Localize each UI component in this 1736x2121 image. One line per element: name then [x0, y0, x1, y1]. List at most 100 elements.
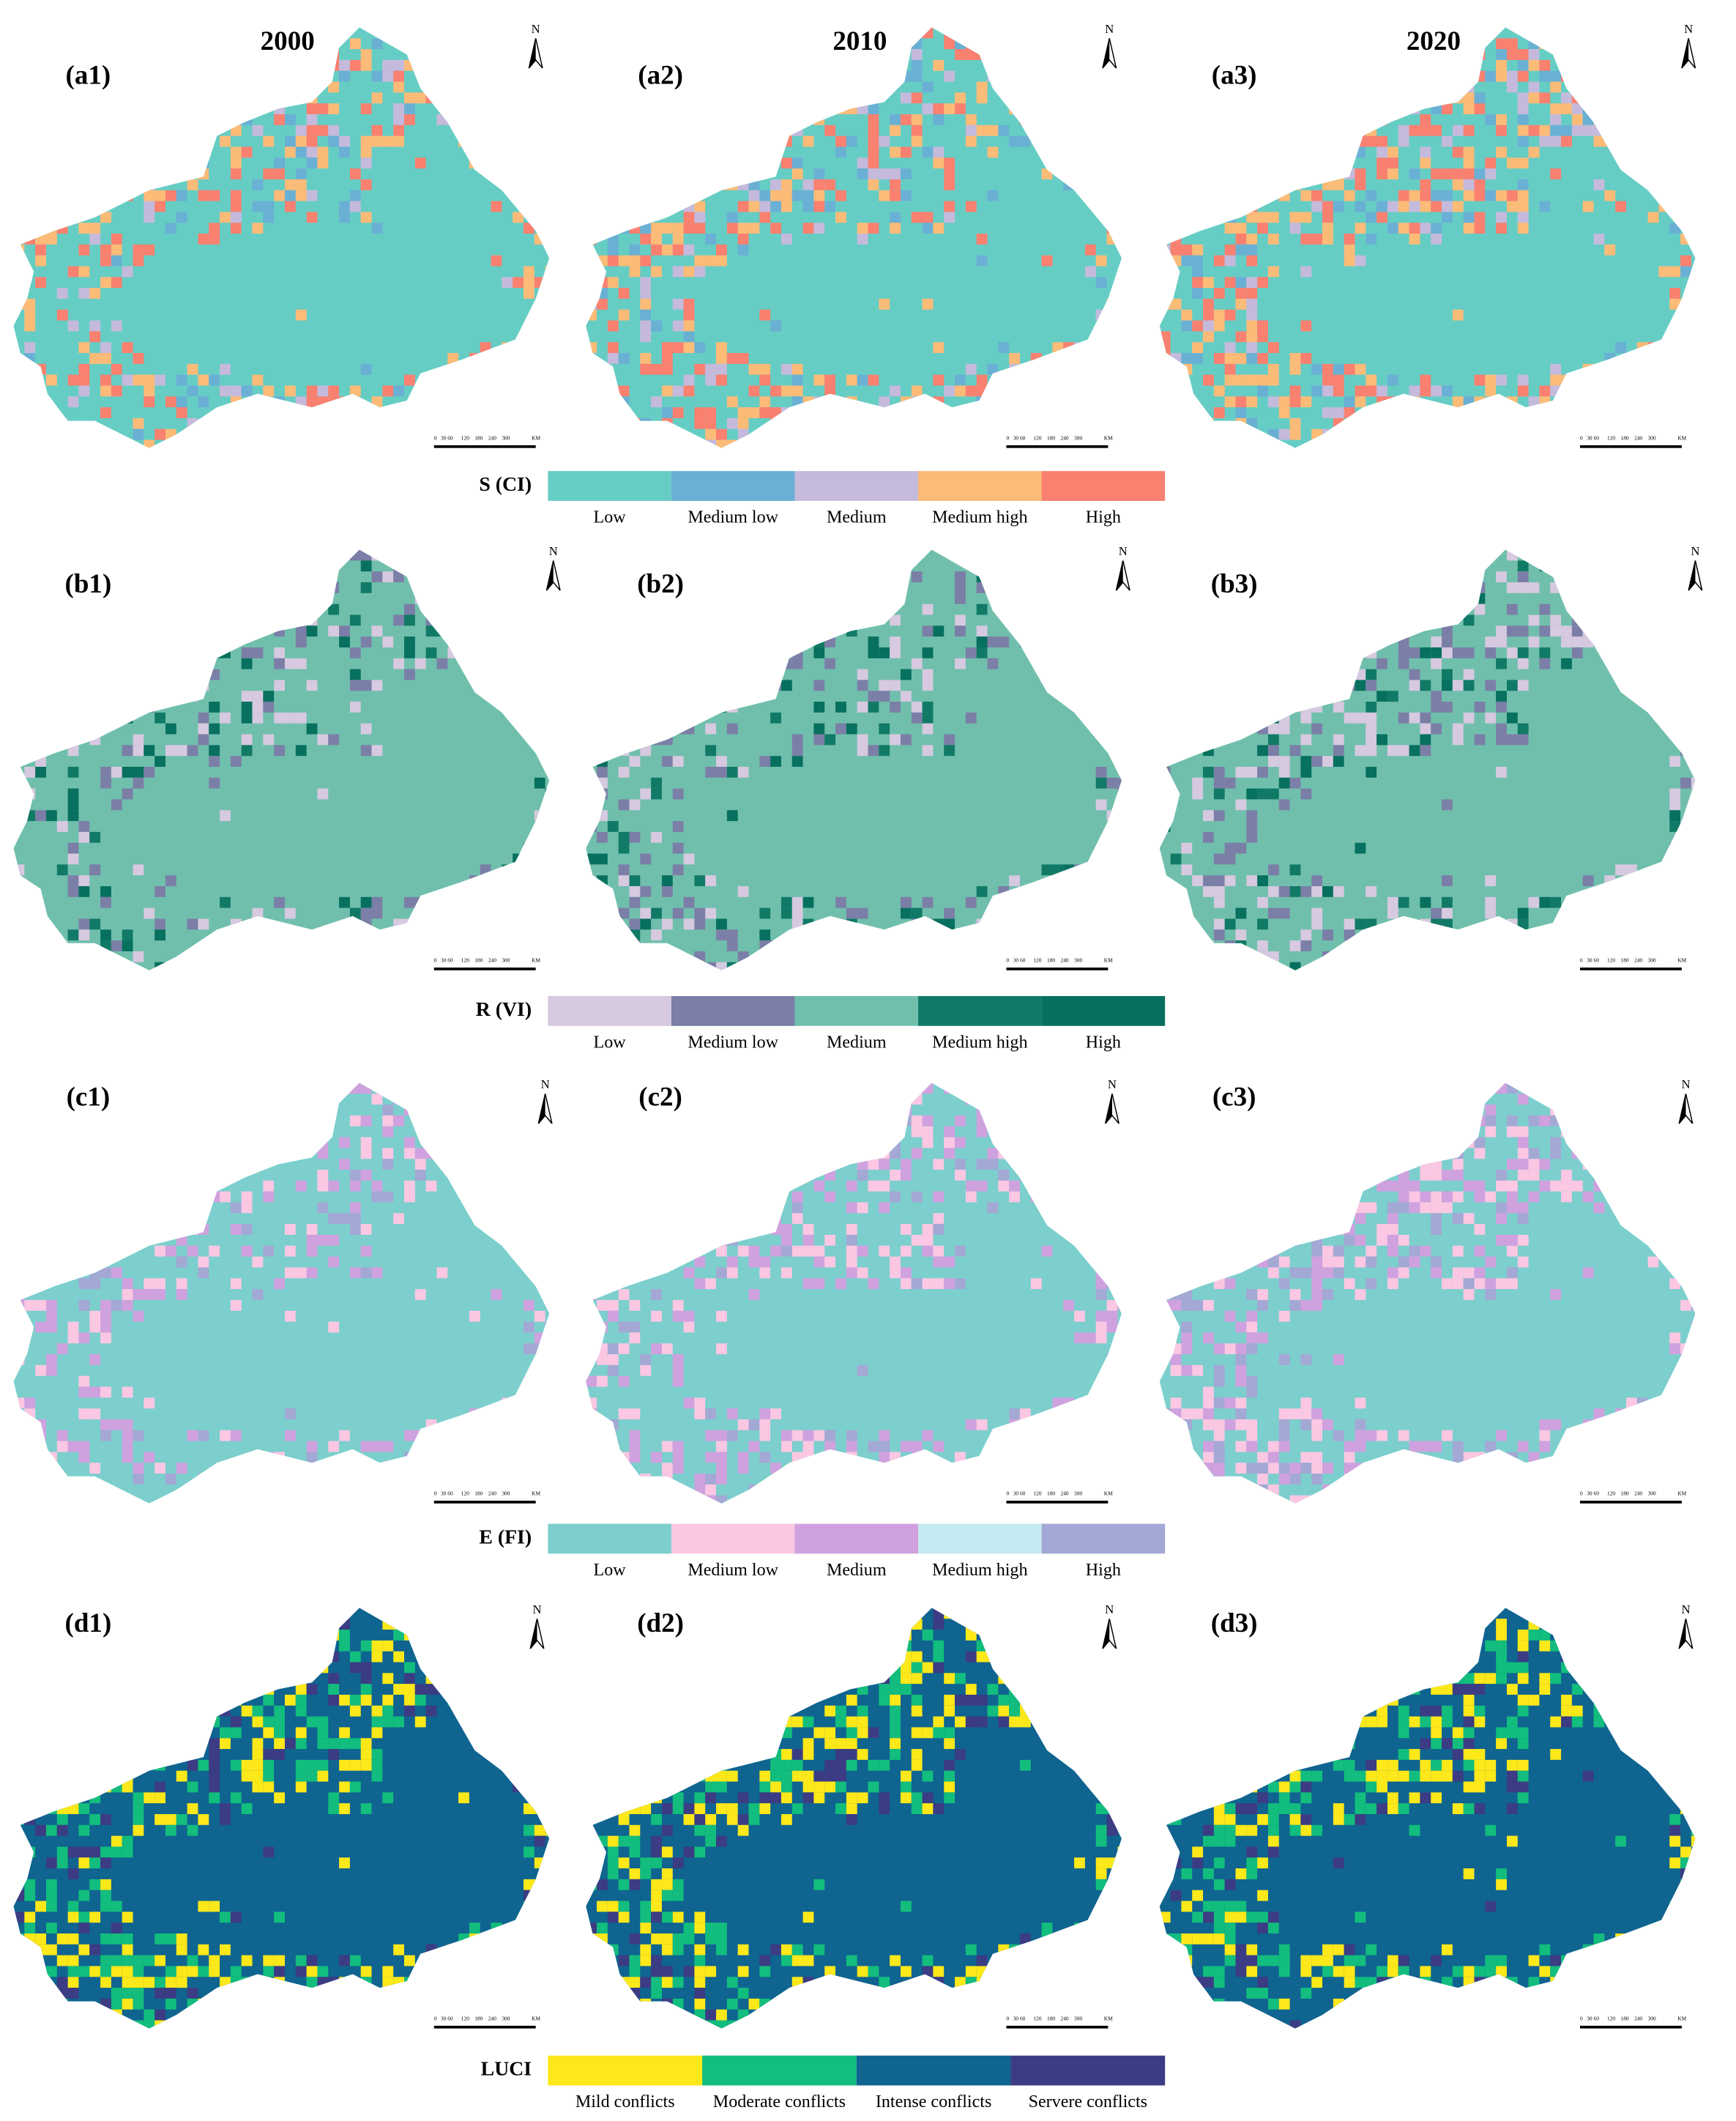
- map-cell: [1074, 59, 1085, 71]
- map-cell: [846, 135, 857, 147]
- map-cell: [672, 842, 684, 854]
- map-cell: [824, 81, 836, 93]
- map-cell: [1452, 680, 1464, 691]
- map-cell: [165, 27, 176, 39]
- map-cell: [618, 353, 630, 364]
- map-cell: [371, 125, 383, 136]
- map-cell: [802, 396, 814, 408]
- map-cell: [1658, 353, 1670, 364]
- map-cell: [1117, 92, 1122, 104]
- map-cell: [1625, 38, 1637, 50]
- map-cell: [295, 962, 307, 970]
- map-cell: [1213, 918, 1225, 930]
- map-cell: [694, 951, 706, 962]
- map-cell: [683, 190, 695, 201]
- map-cell: [480, 125, 491, 136]
- map-cell: [176, 450, 187, 461]
- map-cell: [1246, 788, 1258, 800]
- map-cell: [1267, 885, 1279, 897]
- map-cell: [890, 38, 901, 50]
- map-cell: [737, 549, 749, 561]
- map: 0 30 60 120 180 240 300 KM: [13, 27, 550, 461]
- map-cell: [1669, 821, 1681, 832]
- map-cell: [111, 320, 122, 332]
- map-cell: [1095, 1082, 1107, 1094]
- map-cell: [1074, 1170, 1085, 1181]
- map-cell: [45, 168, 57, 179]
- map-cell: [1181, 842, 1193, 854]
- map-cell: [1409, 450, 1420, 461]
- map-cell: [813, 1104, 825, 1116]
- map-cell: [781, 190, 792, 201]
- map-cell: [922, 1235, 934, 1246]
- map-cell: [176, 962, 187, 970]
- map-cell: [1257, 135, 1268, 147]
- map-cell: [748, 593, 760, 604]
- map-cell: [284, 1093, 296, 1105]
- map-cell: [879, 1441, 890, 1452]
- map-cell: [1300, 885, 1312, 897]
- map-cell: [284, 1495, 296, 1504]
- map-cell: [1289, 1104, 1301, 1116]
- map-cell: [1539, 135, 1551, 147]
- map-cell: [89, 1278, 101, 1290]
- map-cell: [1311, 1278, 1323, 1290]
- map-cell: [1159, 702, 1171, 713]
- map-cell: [534, 918, 545, 930]
- map-cell: [1636, 103, 1648, 114]
- map-cell: [491, 549, 502, 561]
- map-cell: [1106, 1321, 1118, 1333]
- map-cell: [1615, 918, 1626, 930]
- map-cell: [545, 734, 550, 746]
- map-cell: [1300, 680, 1312, 691]
- map-cell: [382, 962, 394, 970]
- map-cell: [726, 439, 738, 448]
- map-cell: [1159, 1115, 1171, 1126]
- map-cell: [1539, 385, 1551, 397]
- map-cell: [802, 190, 814, 201]
- scale-bar-label: KM: [1677, 434, 1686, 441]
- map-cell: [133, 864, 144, 876]
- map-cell: [1333, 168, 1344, 179]
- map-cell: [1517, 201, 1529, 212]
- map-cell: [1224, 669, 1236, 680]
- map-cell: [618, 951, 630, 962]
- year-label: 2020: [1407, 26, 1461, 56]
- north-arrow-half: [1116, 560, 1123, 591]
- map-cell: [360, 745, 372, 757]
- map-cell: [469, 929, 480, 941]
- map-cell: [274, 712, 285, 724]
- map-cell: [198, 1474, 209, 1485]
- map-cell: [1203, 428, 1214, 440]
- map-cell: [1452, 439, 1464, 448]
- map-cell: [1680, 691, 1691, 702]
- map-cell: [13, 135, 25, 147]
- map-cell: [165, 1159, 176, 1170]
- map-cell: [770, 1408, 781, 1419]
- map-cell: [1431, 201, 1442, 212]
- map-cell: [317, 1202, 329, 1214]
- map-cell: [912, 450, 923, 461]
- map-cell: [672, 266, 684, 278]
- map-cell: [597, 625, 608, 637]
- north-label: N: [1119, 544, 1128, 558]
- map-cell: [89, 962, 101, 970]
- map-cell: [1680, 549, 1691, 561]
- map-cell: [480, 929, 491, 941]
- map-cell: [1235, 929, 1247, 941]
- map-cell: [1344, 244, 1355, 256]
- map-cell: [716, 766, 727, 778]
- map-cell: [198, 734, 209, 746]
- map-cell: [1420, 146, 1431, 158]
- map-cell: [661, 428, 673, 440]
- map-cell: [56, 417, 68, 429]
- map-cell: [545, 201, 550, 212]
- map-cell: [122, 1213, 133, 1225]
- map-cell: [165, 973, 176, 984]
- map-cell: [813, 1148, 825, 1159]
- map-cell: [1117, 1289, 1122, 1300]
- map-cell: [1170, 244, 1182, 256]
- map-cell: [1452, 647, 1464, 658]
- map-cell: [629, 1441, 641, 1452]
- map-cell: [1019, 1159, 1031, 1170]
